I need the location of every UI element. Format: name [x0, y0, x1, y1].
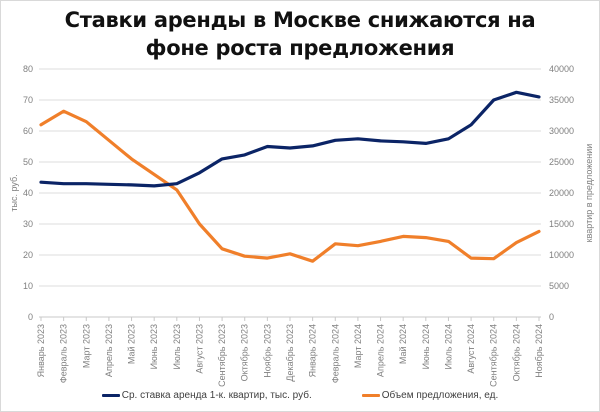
x-tick-label: Июль 2023 — [172, 324, 182, 369]
y-tick-left: 10 — [23, 281, 33, 291]
legend-swatch-supply — [361, 394, 380, 397]
x-tick-label: Март 2023 — [81, 324, 91, 368]
x-tick-label: Декабрь 2023 — [285, 324, 295, 382]
y-tick-left: 70 — [23, 95, 33, 105]
x-tick-label: Октябрь 2024 — [511, 324, 521, 381]
y-tick-right: 40000 — [549, 64, 574, 74]
y-tick-right: 25000 — [549, 157, 574, 167]
x-tick-label: Июнь 2023 — [149, 324, 159, 369]
x-tick-label: Январь 2023 — [36, 324, 46, 377]
y-tick-right: 0 — [549, 312, 554, 322]
x-tick-label: Январь 2024 — [308, 324, 318, 377]
x-tick-label: Август 2023 — [194, 324, 204, 374]
y-tick-left: 60 — [23, 126, 33, 136]
y-tick-left: 80 — [23, 64, 33, 74]
x-tick-label: Апрель 2024 — [376, 324, 386, 377]
legend-label-supply: Объем предложения, ед. — [381, 390, 499, 401]
y-axis-title-right: квартир в предложении — [584, 144, 594, 243]
x-tick-label: Июль 2024 — [443, 324, 453, 369]
x-tick-label: Октябрь 2023 — [240, 324, 250, 381]
x-tick-label: Март 2024 — [353, 324, 363, 368]
y-tick-left: 20 — [23, 250, 33, 260]
legend-swatch-rate — [101, 394, 120, 397]
series-rate-line — [39, 90, 541, 188]
y-axis-title-left: тыс. руб. — [9, 174, 19, 211]
x-tick-label: Сентябрь 2023 — [217, 324, 227, 387]
y-tick-right: 30000 — [549, 126, 574, 136]
x-tick-label: Апрель 2023 — [104, 324, 114, 377]
x-tick-label: Май 2023 — [127, 324, 137, 364]
x-tick-label: Февраль 2024 — [330, 324, 340, 383]
legend-item-supply: Объем предложения, ед. — [361, 390, 499, 401]
y-tick-right: 5000 — [549, 281, 569, 291]
y-tick-right: 20000 — [549, 188, 574, 198]
y-tick-left: 30 — [23, 219, 33, 229]
y-tick-right: 35000 — [549, 95, 574, 105]
y-tick-left: 40 — [23, 188, 33, 198]
y-tick-right: 15000 — [549, 219, 574, 229]
x-tick-label: Февраль 2023 — [59, 324, 69, 383]
legend-item-rate: Ср. ставка аренда 1-к. квартир, тыс. руб… — [101, 390, 312, 401]
x-tick-label: Сентябрь 2024 — [489, 324, 499, 387]
x-tick-label: Август 2024 — [466, 324, 476, 374]
title-line-2: фоне роста предложения — [145, 36, 455, 60]
chart-legend: Ср. ставка аренда 1-к. квартир, тыс. руб… — [0, 390, 600, 401]
chart-title: Ставки аренды в Москве снижаются на фоне… — [0, 6, 600, 62]
x-tick-label: Июнь 2024 — [421, 324, 431, 369]
y-tick-right: 10000 — [549, 250, 574, 260]
title-line-1: Ставки аренды в Москве снижаются на — [64, 8, 536, 32]
x-tick-label: Ноябрь 2024 — [534, 324, 544, 378]
legend-label-rate: Ср. ставка аренда 1-к. квартир, тыс. руб… — [121, 390, 312, 401]
series-supply-line — [39, 109, 541, 263]
x-tick-label: Май 2024 — [398, 324, 408, 364]
y-tick-left: 50 — [23, 157, 33, 167]
x-tick-label: Ноябрь 2023 — [262, 324, 272, 378]
y-tick-left: 0 — [28, 312, 33, 322]
